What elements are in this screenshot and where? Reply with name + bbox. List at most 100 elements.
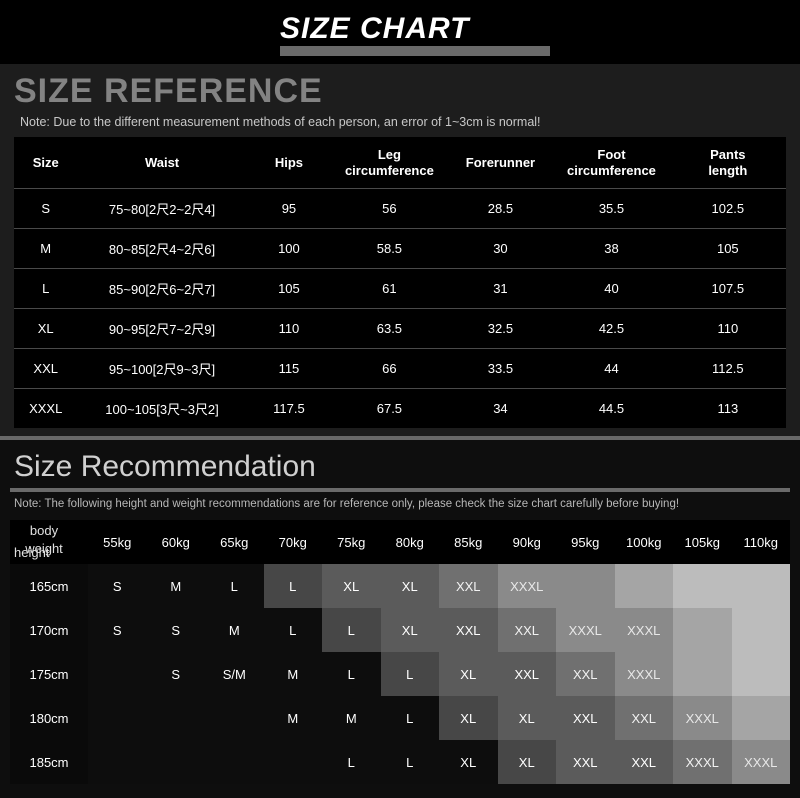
table-cell: 110 [670,309,786,349]
weight-header: 85kg [439,520,498,564]
column-header: Size [14,137,77,189]
height-header: 175cm [10,652,88,696]
column-header: Forerunner [448,137,554,189]
table-cell: 38 [553,229,669,269]
rec-cell: XXL [556,740,615,784]
rec-cell: XXXL [556,608,615,652]
rec-cell [556,564,615,608]
rec-cell: XXL [615,696,674,740]
rec-cell: L [322,740,381,784]
table-cell: 44.5 [553,389,669,429]
table-cell: 107.5 [670,269,786,309]
table-cell: 115 [247,349,332,389]
table-row: XL90~95[2尺7~2尺9]11063.532.542.5110 [14,309,786,349]
rec-cell: XL [439,696,498,740]
table-cell: 85~90[2尺6~2尺7] [77,269,246,309]
table-cell: 95 [247,189,332,229]
size-reference-section: SIZE REFERENCE Note: Due to the differen… [0,64,800,436]
table-cell: 31 [448,269,554,309]
table-cell: 44 [553,349,669,389]
rec-cell: XXXL [615,608,674,652]
weight-header: 65kg [205,520,264,564]
rec-cell: L [381,652,440,696]
table-cell: 42.5 [553,309,669,349]
weight-header: 90kg [498,520,557,564]
rec-cell: S [88,564,147,608]
weight-header: 95kg [556,520,615,564]
weight-header: 80kg [381,520,440,564]
rec-underline [10,488,790,492]
rec-cell: XXL [615,740,674,784]
rec-cell [205,696,264,740]
column-header: Waist [77,137,246,189]
rec-cell [673,564,732,608]
rec-cell: XXL [439,608,498,652]
height-header: 170cm [10,608,88,652]
table-cell: 100~105[3尺~3尺2] [77,389,246,429]
table-cell: XXL [14,349,77,389]
rec-cell [147,696,206,740]
rec-cell [673,608,732,652]
table-cell: 56 [331,189,447,229]
rec-cell: XXL [439,564,498,608]
table-cell: 32.5 [448,309,554,349]
table-cell: 110 [247,309,332,349]
table-cell: 80~85[2尺4~2尺6] [77,229,246,269]
rec-cell: XL [439,652,498,696]
table-cell: 90~95[2尺7~2尺9] [77,309,246,349]
weight-header: 55kg [88,520,147,564]
height-header: 180cm [10,696,88,740]
rec-cell: L [205,564,264,608]
table-cell: L [14,269,77,309]
weight-header: 70kg [264,520,323,564]
rec-cell: L [381,696,440,740]
table-cell: 117.5 [247,389,332,429]
column-header: Hips [247,137,332,189]
rec-cell: XXL [498,652,557,696]
table-cell: 63.5 [331,309,447,349]
size-chart-page: SIZE CHART SIZE REFERENCE Note: Due to t… [0,0,800,798]
rec-cell: S/M [205,652,264,696]
table-cell: 113 [670,389,786,429]
column-header: Legcircumference [331,137,447,189]
rec-cell [88,652,147,696]
table-row: 175cmSS/MMLLXLXXLXXLXXXL [10,652,790,696]
rec-cell: XXXL [673,696,732,740]
rec-cell: L [322,652,381,696]
table-cell: 67.5 [331,389,447,429]
weight-header: 60kg [147,520,206,564]
size-recommendation-heading: Size Recommendation [14,450,790,484]
table-row: XXL95~100[2尺9~3尺]1156633.544112.5 [14,349,786,389]
rec-cell: S [147,652,206,696]
rec-cell: XXXL [732,740,791,784]
table-cell: 61 [331,269,447,309]
table-cell: 33.5 [448,349,554,389]
rec-cell: XXL [498,608,557,652]
size-reference-heading: SIZE REFERENCE [14,72,786,111]
table-row: L85~90[2尺6~2尺7]105613140107.5 [14,269,786,309]
rec-cell: S [88,608,147,652]
table-row: S75~80[2尺2~2尺4]955628.535.5102.5 [14,189,786,229]
rec-cell: XL [322,564,381,608]
table-cell: 75~80[2尺2~2尺4] [77,189,246,229]
table-row: 180cmMMLXLXLXXLXXLXXXL [10,696,790,740]
rec-cell: XL [439,740,498,784]
column-header: Footcircumference [553,137,669,189]
rec-cell: XXXL [498,564,557,608]
table-row: 185cmLLXLXLXXLXXLXXXLXXXL [10,740,790,784]
table-cell: 105 [670,229,786,269]
rec-cell [88,740,147,784]
rec-cell [673,652,732,696]
rec-cell: XL [498,696,557,740]
table-header-row: body weightheight55kg60kg65kg70kg75kg80k… [10,520,790,564]
rec-cell: S [147,608,206,652]
size-recommendation-note: Note: The following height and weight re… [14,498,790,510]
weight-header: 100kg [615,520,674,564]
table-row: XXXL100~105[3尺~3尺2]117.567.53444.5113 [14,389,786,429]
table-cell: XL [14,309,77,349]
rec-cell: XXXL [673,740,732,784]
rec-cell: M [147,564,206,608]
table-cell: 112.5 [670,349,786,389]
title-bar: SIZE CHART [0,0,800,64]
table-cell: 100 [247,229,332,269]
